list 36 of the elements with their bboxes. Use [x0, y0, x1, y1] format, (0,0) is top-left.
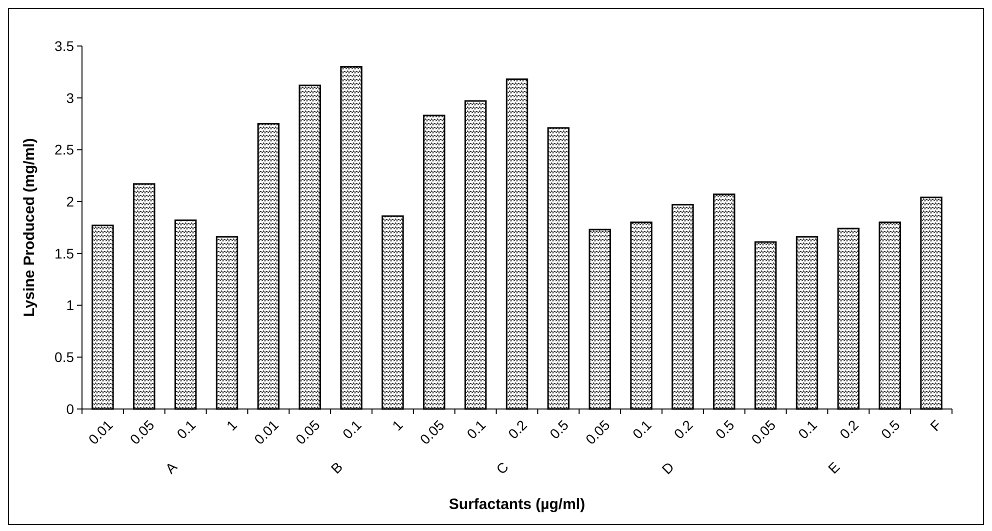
- y-tick-label: 2: [66, 193, 74, 210]
- x-tick-label: 0.05: [126, 416, 158, 448]
- x-tick-label: 0.1: [794, 416, 820, 442]
- text: D: [658, 458, 678, 478]
- y-tick-label: 2.5: [54, 142, 74, 158]
- x-tick-label: 0.2: [504, 416, 530, 442]
- x-tick-label: 0.01: [250, 416, 282, 448]
- x-tick-label: F: [926, 416, 944, 434]
- text: B: [328, 458, 346, 477]
- x-tick-label: 0.5: [712, 416, 738, 442]
- x-tick-label: 0.05: [416, 416, 448, 448]
- y-tick-label: 1: [66, 297, 74, 314]
- text: E: [824, 458, 843, 477]
- x-tick-label: 0.05: [582, 416, 614, 448]
- text: A: [162, 458, 180, 477]
- x-tick-label: 0.2: [836, 416, 862, 442]
- x-tick-label: 0.05: [748, 416, 779, 448]
- x-tick-label: 0.1: [629, 416, 654, 442]
- x-tick-label: 0.1: [464, 416, 489, 442]
- x-tick-label: 0.05: [292, 416, 324, 448]
- x-axis-title: Surfactants (µg/ml): [448, 496, 586, 513]
- y-tick-label: 1.5: [54, 245, 74, 262]
- x-tick-label: 0.5: [878, 416, 904, 442]
- y-tick-label: 3: [66, 90, 74, 106]
- x-tick-label: 0.5: [546, 416, 572, 442]
- text: C: [492, 458, 512, 478]
- y-tick-label: 3.5: [54, 38, 74, 54]
- x-tick-label: 0.1: [339, 416, 364, 442]
- x-tick-label: 0.1: [174, 416, 199, 442]
- x-tick-label: 1: [223, 416, 240, 434]
- y-axis-title: Lysine Produced (mg/ml): [21, 138, 38, 317]
- y-tick-label: 0: [66, 400, 74, 417]
- x-tick-label: 0.01: [85, 416, 116, 448]
- x-tick-label: 0.2: [670, 416, 696, 442]
- y-tick-label: 0.5: [54, 349, 74, 366]
- x-tick-label: 1: [388, 416, 406, 434]
